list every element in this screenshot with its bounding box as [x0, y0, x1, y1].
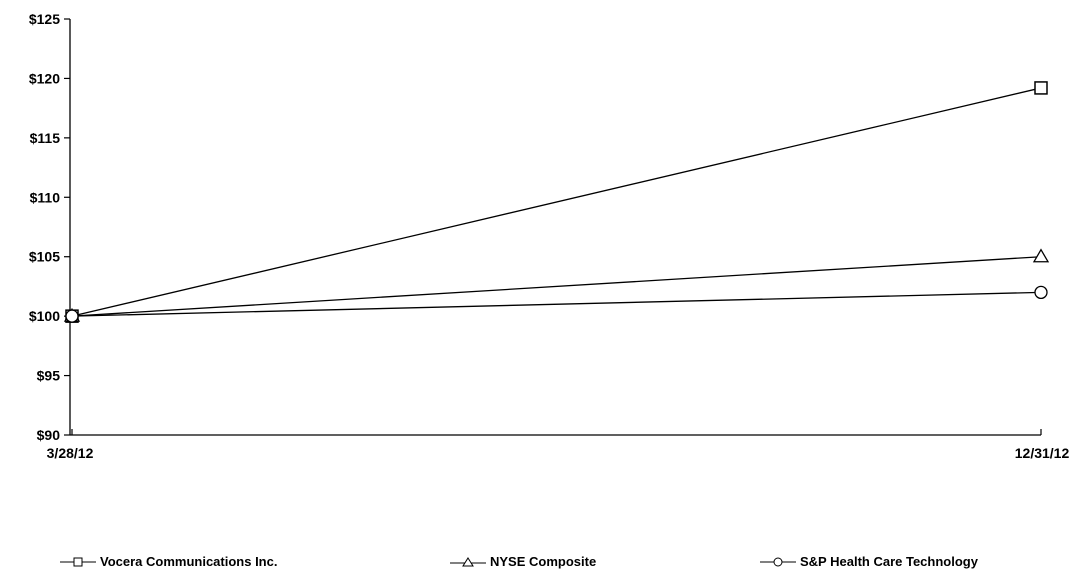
legend-label-nyse: NYSE Composite: [490, 554, 597, 569]
legend-item-vocera: Vocera Communications Inc.: [60, 554, 277, 569]
legend-label-sp-health: S&P Health Care Technology: [800, 554, 978, 569]
data-point-s-p-health-care-technology: [65, 309, 79, 323]
data-point-nyse-composite: [1032, 248, 1050, 263]
series-line-s-p-health-care-technology: [71, 291, 1042, 317]
y-tick-label: $105: [29, 249, 60, 265]
data-point-s-p-health-care-technology: [1034, 285, 1048, 300]
y-tick-label: $125: [29, 11, 60, 27]
y-axis: $90 $95 $100 $105 $110 $115 $120 $125: [29, 11, 71, 443]
y-tick-label: $110: [30, 189, 61, 205]
x-tick-label: 3/28/12: [47, 445, 94, 461]
series-line-nyse-composite: [71, 256, 1042, 317]
y-tick-label: $90: [37, 427, 61, 443]
legend-item-sp-health: S&P Health Care Technology: [760, 554, 978, 569]
x-tick-label: 12/31/12: [1015, 445, 1070, 461]
line-chart: $90 $95 $100 $105 $110 $115 $120 $125 3/28/12 12…: [29, 11, 1070, 461]
y-tick-label: $100: [29, 308, 60, 324]
x-axis: 3/28/12 12/31/12: [47, 429, 1070, 461]
legend-item-nyse: NYSE Composite: [450, 554, 596, 569]
y-tick-label: $120: [29, 70, 60, 86]
circle-marker-icon: [760, 557, 796, 566]
series-layer: [63, 81, 1050, 323]
data-point-vocera-communications-inc: [1034, 81, 1048, 95]
square-marker-icon: [60, 557, 96, 566]
series-line-vocera-communications-inc: [71, 87, 1042, 317]
y-tick-label: $95: [37, 368, 61, 384]
triangle-marker-icon: [450, 556, 486, 566]
y-tick-label: $115: [30, 130, 61, 146]
legend-label-vocera: Vocera Communications Inc.: [100, 554, 278, 569]
legend: Vocera Communications Inc. NYSE Composit…: [0, 554, 1079, 574]
